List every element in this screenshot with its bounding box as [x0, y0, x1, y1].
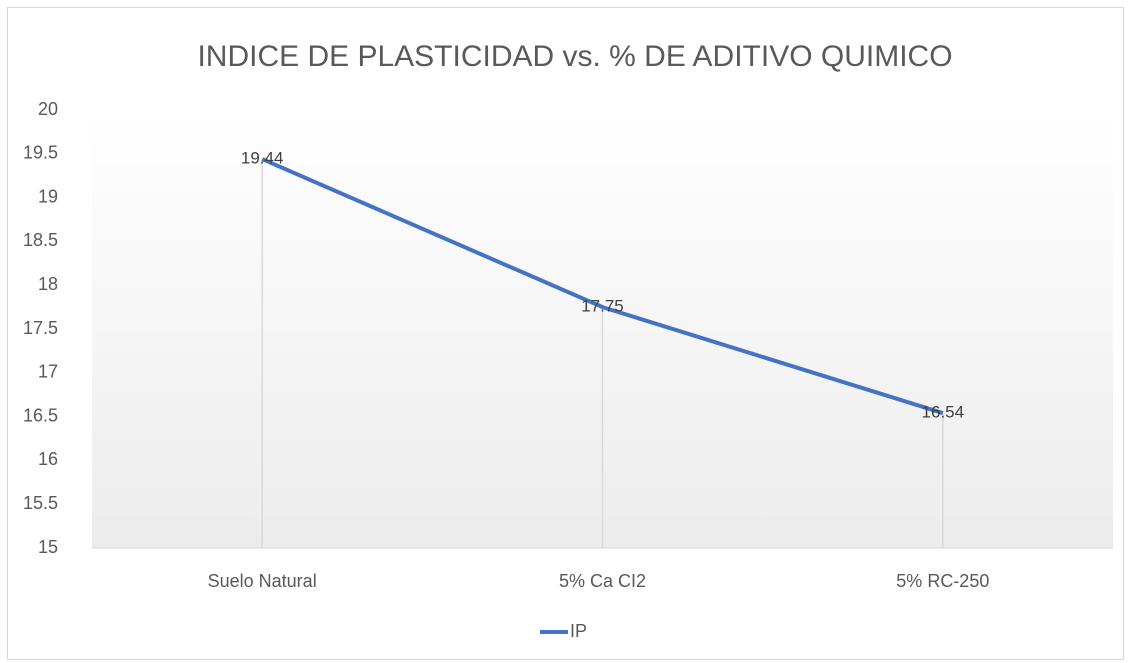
x-tick-label: 5% Ca CI2 [559, 571, 646, 591]
y-tick-label: 18.5 [23, 230, 58, 250]
y-tick-label: 15 [38, 537, 58, 557]
data-label: 16.54 [922, 403, 965, 422]
x-tick-label: Suelo Natural [208, 571, 317, 591]
y-tick-label: 17 [38, 362, 58, 382]
x-tick-label: 5% RC-250 [896, 571, 989, 591]
y-tick-label: 15.5 [23, 493, 58, 513]
y-tick-label: 16 [38, 449, 58, 469]
data-label: 17.75 [581, 297, 624, 316]
y-tick-label: 20 [38, 99, 58, 119]
data-label: 19.44 [241, 149, 284, 168]
chart-title: INDICE DE PLASTICIDAD vs. % DE ADITIVO Q… [197, 40, 952, 73]
y-tick-label: 18 [38, 274, 58, 294]
y-tick-label: 19.5 [23, 143, 58, 163]
y-tick-label: 19 [38, 186, 58, 206]
data-line [261, 157, 944, 416]
legend-label: IP [570, 621, 587, 641]
y-tick-label: 16.5 [23, 405, 58, 425]
y-tick-label: 17.5 [23, 318, 58, 338]
